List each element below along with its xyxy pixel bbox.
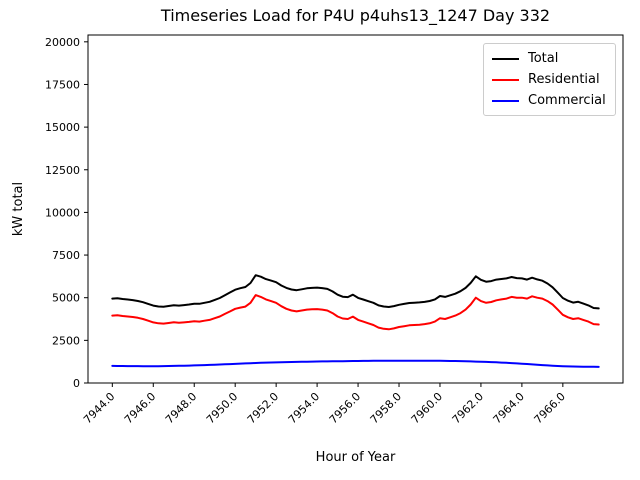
series-line-commercial: [111, 359, 600, 368]
y-tick-label: 10000: [45, 206, 80, 219]
x-tick-label: 7950.0: [204, 390, 240, 426]
legend-line-commercial-icon: [492, 99, 519, 102]
x-tick-label: 7964.0: [491, 390, 527, 426]
legend: Total Residential Commercial: [483, 43, 616, 116]
x-tick-label: 7962.0: [450, 390, 486, 426]
x-tick-label: 7952.0: [245, 390, 281, 426]
series-line-residential: [111, 294, 600, 331]
x-tick-label: 7960.0: [409, 390, 445, 426]
y-tick-label: 15000: [45, 121, 80, 134]
legend-label-commercial: Commercial: [528, 93, 606, 108]
x-tick-label: 7948.0: [163, 390, 199, 426]
legend-entry-residential: Residential: [492, 69, 607, 90]
y-tick-label: 0: [73, 377, 80, 390]
x-tick-label: 7956.0: [327, 390, 363, 426]
y-tick-label: 17500: [45, 78, 80, 91]
legend-label-residential: Residential: [528, 72, 600, 87]
legend-entry-commercial: Commercial: [492, 90, 607, 111]
y-tick-label: 5000: [52, 292, 80, 305]
x-tick-label: 7958.0: [368, 390, 404, 426]
x-tick-label: 7966.0: [532, 390, 568, 426]
x-tick-label: 7946.0: [122, 390, 158, 426]
legend-label-total: Total: [528, 51, 559, 66]
series-line-total: [111, 274, 600, 310]
chart-title: Timeseries Load for P4U p4uhs13_1247 Day…: [160, 6, 551, 25]
legend-line-total-icon: [492, 57, 519, 60]
x-axis-label: Hour of Year: [315, 450, 396, 465]
axes-box: [87, 34, 624, 384]
y-tick-label: 7500: [52, 249, 80, 262]
y-tick-label: 2500: [52, 334, 80, 347]
x-tick-label: 7954.0: [286, 390, 322, 426]
y-tick-label: 20000: [45, 36, 80, 49]
legend-entry-total: Total: [492, 48, 607, 69]
legend-line-residential-icon: [492, 78, 519, 81]
y-tick-label: 12500: [45, 164, 80, 177]
x-tick-label: 7944.0: [81, 390, 117, 426]
